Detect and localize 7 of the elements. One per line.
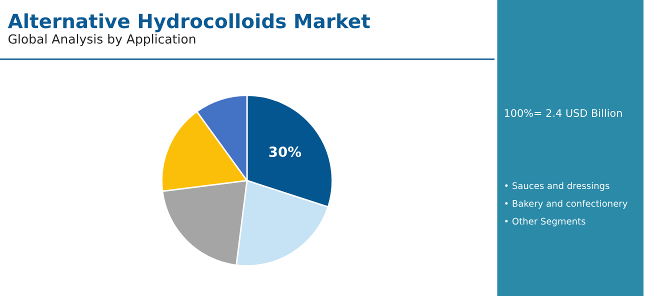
text: • Bakery and confectionery bbox=[505, 200, 628, 209]
chart-title: Alternative Hydrocolloids Market bbox=[8, 13, 370, 32]
chart-subtitle: Global Analysis by Application bbox=[8, 34, 196, 46]
data-label: 30% bbox=[269, 146, 302, 158]
text: • Other Segments bbox=[505, 218, 586, 226]
text: 100%= 2.4 USD Billion bbox=[504, 108, 622, 117]
text: • Sauces and dressings bbox=[505, 182, 610, 191]
